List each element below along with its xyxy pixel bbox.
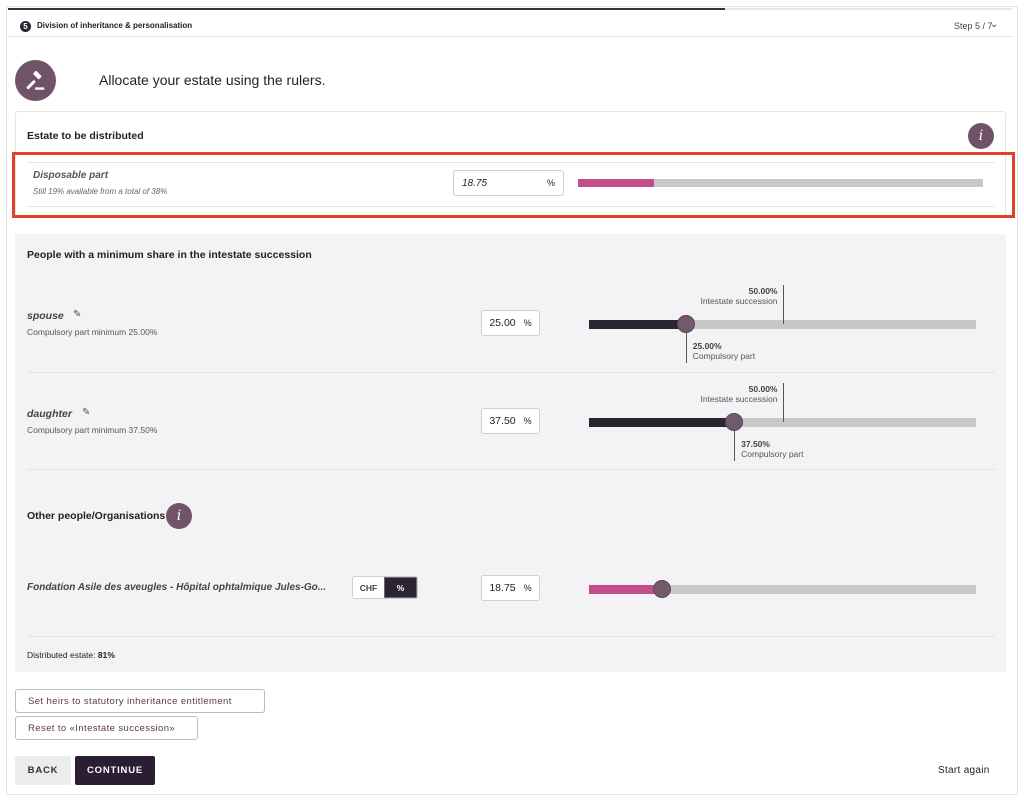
highlight-box [12, 152, 1015, 218]
organisation-slider-fill [589, 585, 662, 594]
estate-card [15, 111, 1006, 218]
page-heading: Allocate your estate using the rulers. [99, 72, 326, 88]
chevron-down-icon[interactable]: ⌄ [990, 19, 999, 30]
spouse-percent-value[interactable]: 25.00 [489, 317, 516, 329]
step-title: Division of inheritance & personalisatio… [37, 21, 193, 30]
organisation-percent-value[interactable]: 18.75 [489, 582, 516, 594]
continue-button[interactable]: CONTINUE [75, 756, 155, 785]
intestate-marker-value: 50.00% [748, 286, 778, 296]
unit-option-chf[interactable]: CHF [359, 582, 378, 593]
spouse-percent-input[interactable]: 25.00% [481, 310, 540, 336]
set-heirs-statutory-button[interactable]: Set heirs to statutory inheritance entit… [15, 689, 265, 713]
disposable-input-value[interactable]: 18.75 [462, 178, 488, 189]
organisation-slider[interactable] [589, 580, 976, 598]
pencil-icon[interactable]: ✎ [82, 407, 91, 418]
daughter-percent-input[interactable]: 37.50% [481, 408, 540, 434]
percent-unit-label: % [546, 178, 555, 188]
organisation-slider-thumb[interactable] [652, 580, 671, 598]
disposable-row [27, 162, 995, 207]
intestate-marker-caption: Intestate succession [700, 394, 778, 404]
pencil-icon[interactable]: ✎ [73, 309, 82, 320]
step-progress-bar [8, 8, 1012, 10]
others-title: Other people/Organisations [27, 510, 166, 522]
organisation-name: Fondation Asile des aveugles - Hôpital o… [27, 582, 327, 593]
spouse-slider-thumb[interactable] [676, 315, 695, 333]
spouse-slider-fill [589, 320, 686, 329]
compulsory-marker-label: 25.00% Compulsory part [693, 341, 755, 361]
intestate-marker [782, 285, 784, 324]
back-button[interactable]: BACK [15, 756, 71, 785]
person-name-daughter: daughter [27, 408, 72, 420]
percent-unit-label: % [523, 583, 532, 593]
reset-intestate-button[interactable]: Reset to «Intestate succession» [15, 716, 198, 740]
intestate-marker-label: 50.00% Intestate succession [700, 384, 777, 404]
row-divider [27, 636, 995, 637]
compulsory-marker-value: 25.00% [692, 341, 722, 351]
unit-toggle[interactable]: CHF % [352, 576, 418, 599]
info-icon[interactable]: i [968, 123, 994, 149]
row-divider [27, 372, 995, 373]
disposable-progress-bar [578, 179, 983, 187]
daughter-slider[interactable]: 50.00% Intestate succession 37.50% Compu… [589, 383, 976, 461]
unit-option-percent[interactable]: % [384, 577, 417, 598]
people-section [15, 234, 1006, 672]
step-progress-fill [8, 8, 725, 10]
spouse-slider[interactable]: 50.00% Intestate succession 25.00% Compu… [589, 285, 976, 363]
minimum-share-title: People with a minimum share in the intes… [27, 249, 312, 261]
distributed-estate: Distributed estate: 81% [27, 650, 115, 660]
compulsory-marker [734, 423, 736, 461]
start-again-link[interactable]: Start again [938, 765, 990, 776]
daughter-slider-thumb[interactable] [725, 413, 744, 431]
intestate-marker [782, 383, 784, 422]
person-subtitle-daughter: Compulsory part minimum 37.50% [27, 425, 158, 435]
gavel-icon [15, 60, 56, 101]
daughter-slider-fill [589, 418, 735, 427]
distributed-estate-value: 81% [97, 650, 115, 660]
header-divider [8, 36, 1012, 37]
compulsory-marker-label: 37.50% Compulsory part [741, 439, 803, 459]
compulsory-marker-caption: Compulsory part [692, 351, 756, 361]
info-icon[interactable]: i [166, 503, 192, 529]
person-subtitle-spouse: Compulsory part minimum 25.00% [27, 327, 158, 337]
percent-unit-label: % [523, 416, 532, 426]
person-name-spouse: spouse [27, 310, 64, 322]
percent-unit-label: % [523, 318, 532, 328]
disposable-subtitle: Still 19% available from a total of 38% [33, 187, 168, 196]
estate-title: Estate to be distributed [27, 130, 144, 142]
step-indicator[interactable]: Step 5 / 7 [954, 21, 993, 31]
intestate-marker-label: 50.00% Intestate succession [700, 286, 777, 306]
intestate-marker-caption: Intestate succession [700, 296, 778, 306]
intestate-marker-value: 50.00% [748, 384, 778, 394]
disposable-progress-fill [578, 179, 654, 187]
disposable-input[interactable]: 18.75 % [453, 170, 564, 196]
step-number-badge: 5 [20, 21, 31, 32]
organisation-percent-input[interactable]: 18.75% [481, 575, 540, 601]
compulsory-marker-caption: Compulsory part [741, 449, 804, 459]
row-divider [27, 469, 995, 470]
distributed-estate-label: Distributed estate: [27, 650, 96, 660]
daughter-percent-value[interactable]: 37.50 [489, 415, 516, 427]
compulsory-marker-value: 37.50% [741, 439, 770, 449]
disposable-label: Disposable part [33, 170, 109, 181]
compulsory-marker [685, 325, 687, 363]
